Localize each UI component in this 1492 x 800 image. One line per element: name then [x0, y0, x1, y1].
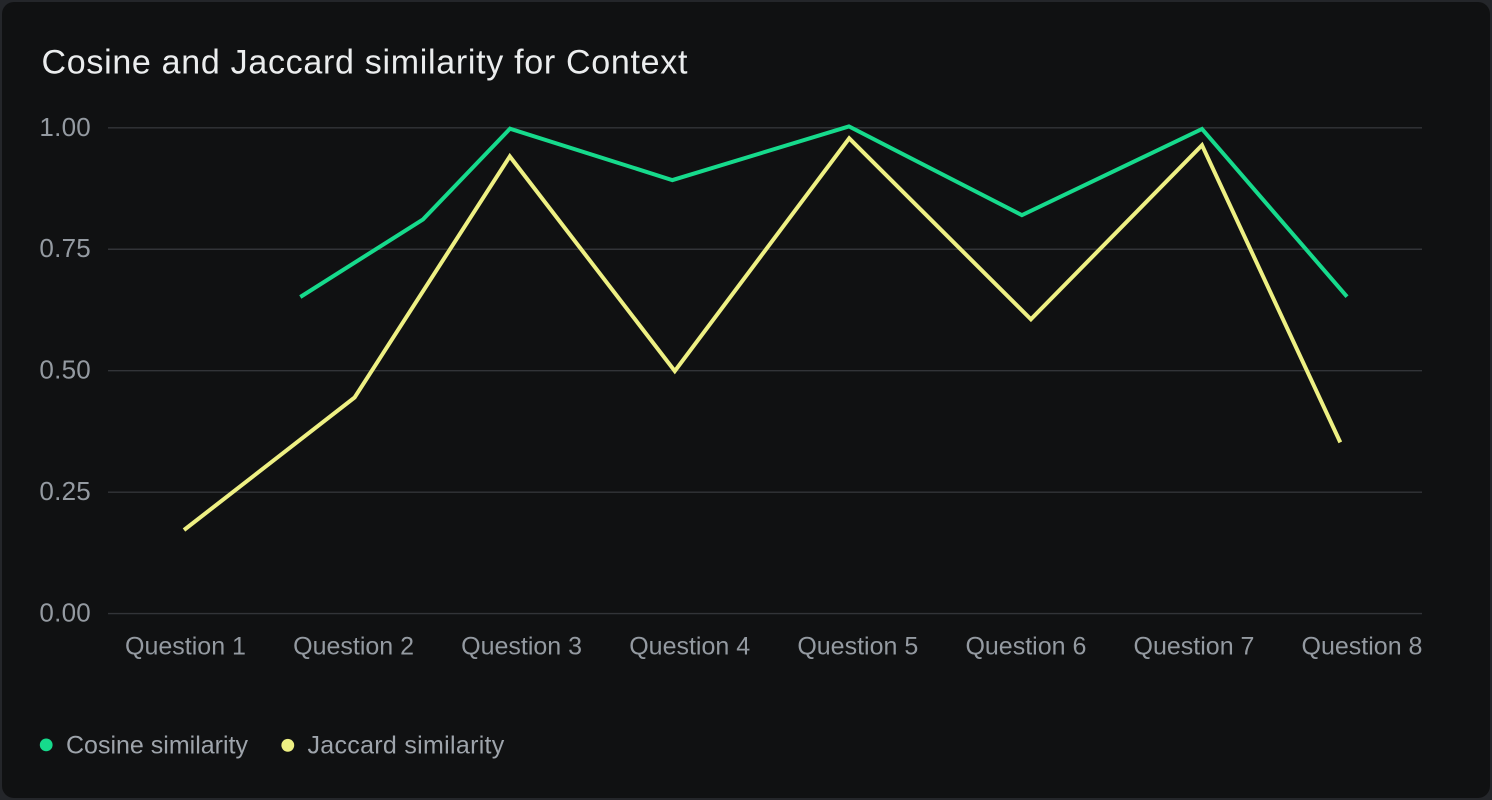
svg-text:0.75: 0.75 [39, 233, 91, 263]
svg-text:Question 8: Question 8 [1302, 632, 1423, 660]
svg-text:Question 6: Question 6 [965, 632, 1086, 660]
svg-text:0.00: 0.00 [39, 598, 91, 628]
svg-text:1.00: 1.00 [39, 112, 91, 142]
svg-text:Cosine and Jaccard similarity: Cosine and Jaccard similarity for Contex… [42, 43, 689, 81]
svg-text:Question 3: Question 3 [461, 632, 582, 660]
svg-text:0.25: 0.25 [39, 476, 91, 506]
svg-text:Question 2: Question 2 [293, 632, 414, 660]
svg-text:Cosine similarity: Cosine similarity [66, 732, 248, 760]
svg-text:Question 7: Question 7 [1134, 632, 1255, 660]
svg-text:Jaccard similarity: Jaccard similarity [308, 732, 505, 760]
svg-text:Question 5: Question 5 [797, 632, 918, 660]
svg-text:Question 1: Question 1 [125, 632, 246, 660]
svg-text:0.50: 0.50 [39, 355, 91, 385]
svg-text:Question 4: Question 4 [629, 632, 750, 660]
